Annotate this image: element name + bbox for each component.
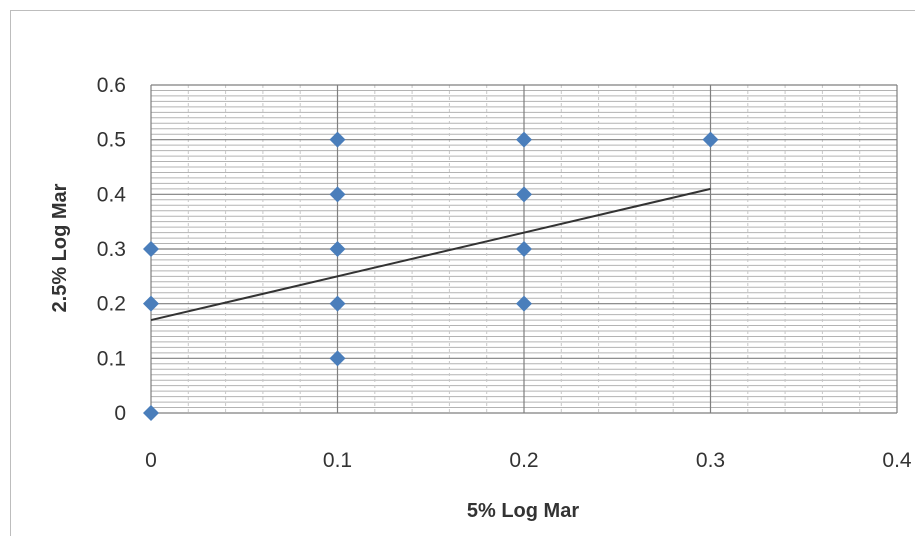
y-tick-label: 0.6 [97,74,126,97]
data-point [329,186,346,203]
x-tick-label: 0.4 [882,449,912,472]
data-point [516,186,532,203]
data-point [329,295,346,312]
data-points [143,131,719,421]
data-point [329,131,346,148]
data-point [143,241,159,257]
data-point [516,295,532,312]
y-tick-label: 0.4 [97,183,127,206]
y-tick-label: 0.5 [97,129,126,152]
x-axis-title: 5% Log Mar [467,500,579,522]
y-tick-label: 0.2 [97,293,126,316]
data-point [516,241,532,257]
trendline [150,187,711,322]
y-tick-label: 0.1 [97,347,126,370]
x-tick-label: 0.1 [323,449,352,472]
trendline-group [150,187,711,322]
data-point [329,241,346,257]
chart-frame [10,10,915,536]
data-point [329,350,346,367]
data-point [516,131,532,148]
y-axis-title: 2.5% Log Mar [49,183,71,312]
x-tick-labels: 0 0.1 0.2 0.3 0.4 [145,449,912,472]
x-tick-label: 0.3 [696,449,725,472]
x-tick-label: 0 [145,449,157,472]
data-point [143,295,159,312]
x-tick-label: 0.2 [509,449,538,472]
y-tick-labels: 0 0.1 0.2 0.3 0.4 0.5 0.6 [97,74,127,425]
data-point [143,405,159,421]
y-tick-label: 0 [114,402,126,425]
data-point [702,131,719,148]
y-tick-label: 0.3 [97,238,126,261]
